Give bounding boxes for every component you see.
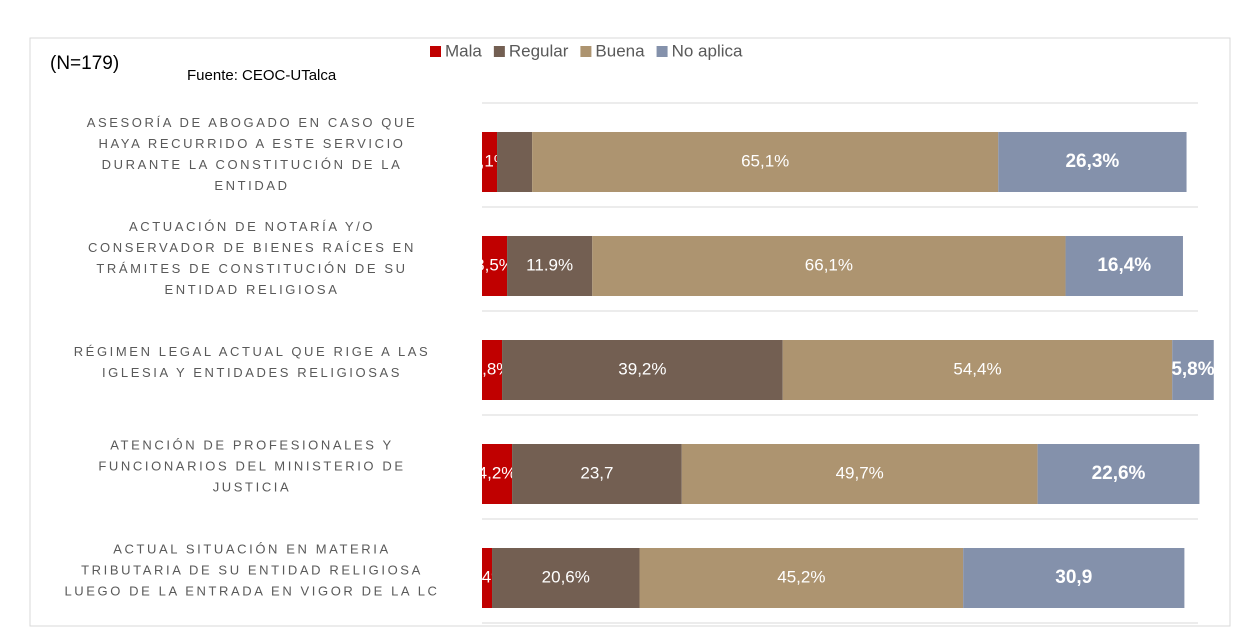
bar-segment [1065,236,1183,296]
bar-segment [482,548,493,608]
legend-label: Mala [445,41,482,60]
category-label: ENTIDAD RELIGIOSA [165,282,340,297]
bar-segment [592,236,1066,296]
data-label: 5,8% [1171,359,1214,380]
data-label: 11.9% [526,255,573,274]
data-label: 66,1% [805,255,853,274]
bar-segment [639,548,964,608]
bar-segment [998,132,1187,192]
bar-segment [482,236,508,296]
bar-segment [512,444,682,504]
bar-segment [782,340,1173,400]
category-label: JUSTICIA [213,479,292,494]
bar-segment [1037,444,1200,504]
category-label: LUEGO DE LA ENTRADA EN VIGOR DE LA LC [64,583,439,598]
data-label: 30,9 [1055,567,1092,588]
category-label: HAYA RECURRIDO A ESTE SERVICIO [98,136,405,151]
legend-label: Buena [595,41,645,60]
category-label: IGLESIA Y ENTIDADES RELIGIOSAS [102,365,402,380]
bar-segment [482,340,503,400]
bar-segment [681,444,1038,504]
category-label: ACTUAL SITUACIÓN EN MATERIA [113,541,391,556]
category-label: TRÁMITES DE CONSTITUCIÓN DE SU [96,261,407,276]
bar-segment [482,132,498,192]
category-label: ASESORÍA DE ABOGADO EN CASO QUE [87,115,418,130]
category-label: DURANTE LA CONSTITUCIÓN DE LA [102,157,403,172]
bar-segment [507,236,593,296]
plot: Mala Regular Buena No aplica ASESORÍA DE ABO… [64,41,1215,624]
data-label: 4,2% [478,463,517,482]
bar-segment [502,340,783,400]
legend-swatch [580,46,592,57]
bar-segment [1172,340,1214,400]
category-label: RÉGIMEN LEGAL ACTUAL QUE RIGE A LAS [74,344,431,359]
bar-segment [482,444,513,504]
sample-size: (N=179) [50,53,119,74]
category-label: CONSERVADOR DE BIENES RAÍCES EN [88,240,416,255]
data-label: 26,3% [1065,151,1119,172]
legend-label: No aplica [672,41,743,60]
category-label: TRIBUTARIA DE SU ENTIDAD RELIGIOSA [81,562,423,577]
data-label: 3,5% [475,255,514,274]
source-note: Fuente: CEOC-UTalca [187,67,337,84]
legend-swatch [430,46,441,57]
data-label: 45,2% [777,567,825,586]
data-label: 22,6% [1092,463,1146,484]
legend-swatch [493,46,505,57]
category-label: FUNCIONARIOS DEL MINISTERIO DE [98,458,405,473]
bar-segment [963,548,1185,608]
bar-segment [532,132,999,192]
bar-segment [492,548,640,608]
data-label: 54,4% [953,359,1001,378]
data-label: 20,6% [542,567,590,586]
category-label: ATENCIÓN DE PROFESIONALES Y [110,437,394,452]
data-label: 65,1% [741,151,789,170]
category-label: ACTUACIÓN DE NOTARÍA Y/O [129,219,375,234]
bar-segment [497,132,533,192]
data-label: 23,7 [580,463,613,482]
legend-label: Regular [509,41,569,60]
category-label: ENTIDAD [214,178,289,193]
legend-swatch [656,46,668,57]
data-label: 16,4% [1097,255,1151,276]
data-label: 39,2% [618,359,666,378]
data-label: 49,7% [836,463,884,482]
data-label: 2,8% [473,359,512,378]
